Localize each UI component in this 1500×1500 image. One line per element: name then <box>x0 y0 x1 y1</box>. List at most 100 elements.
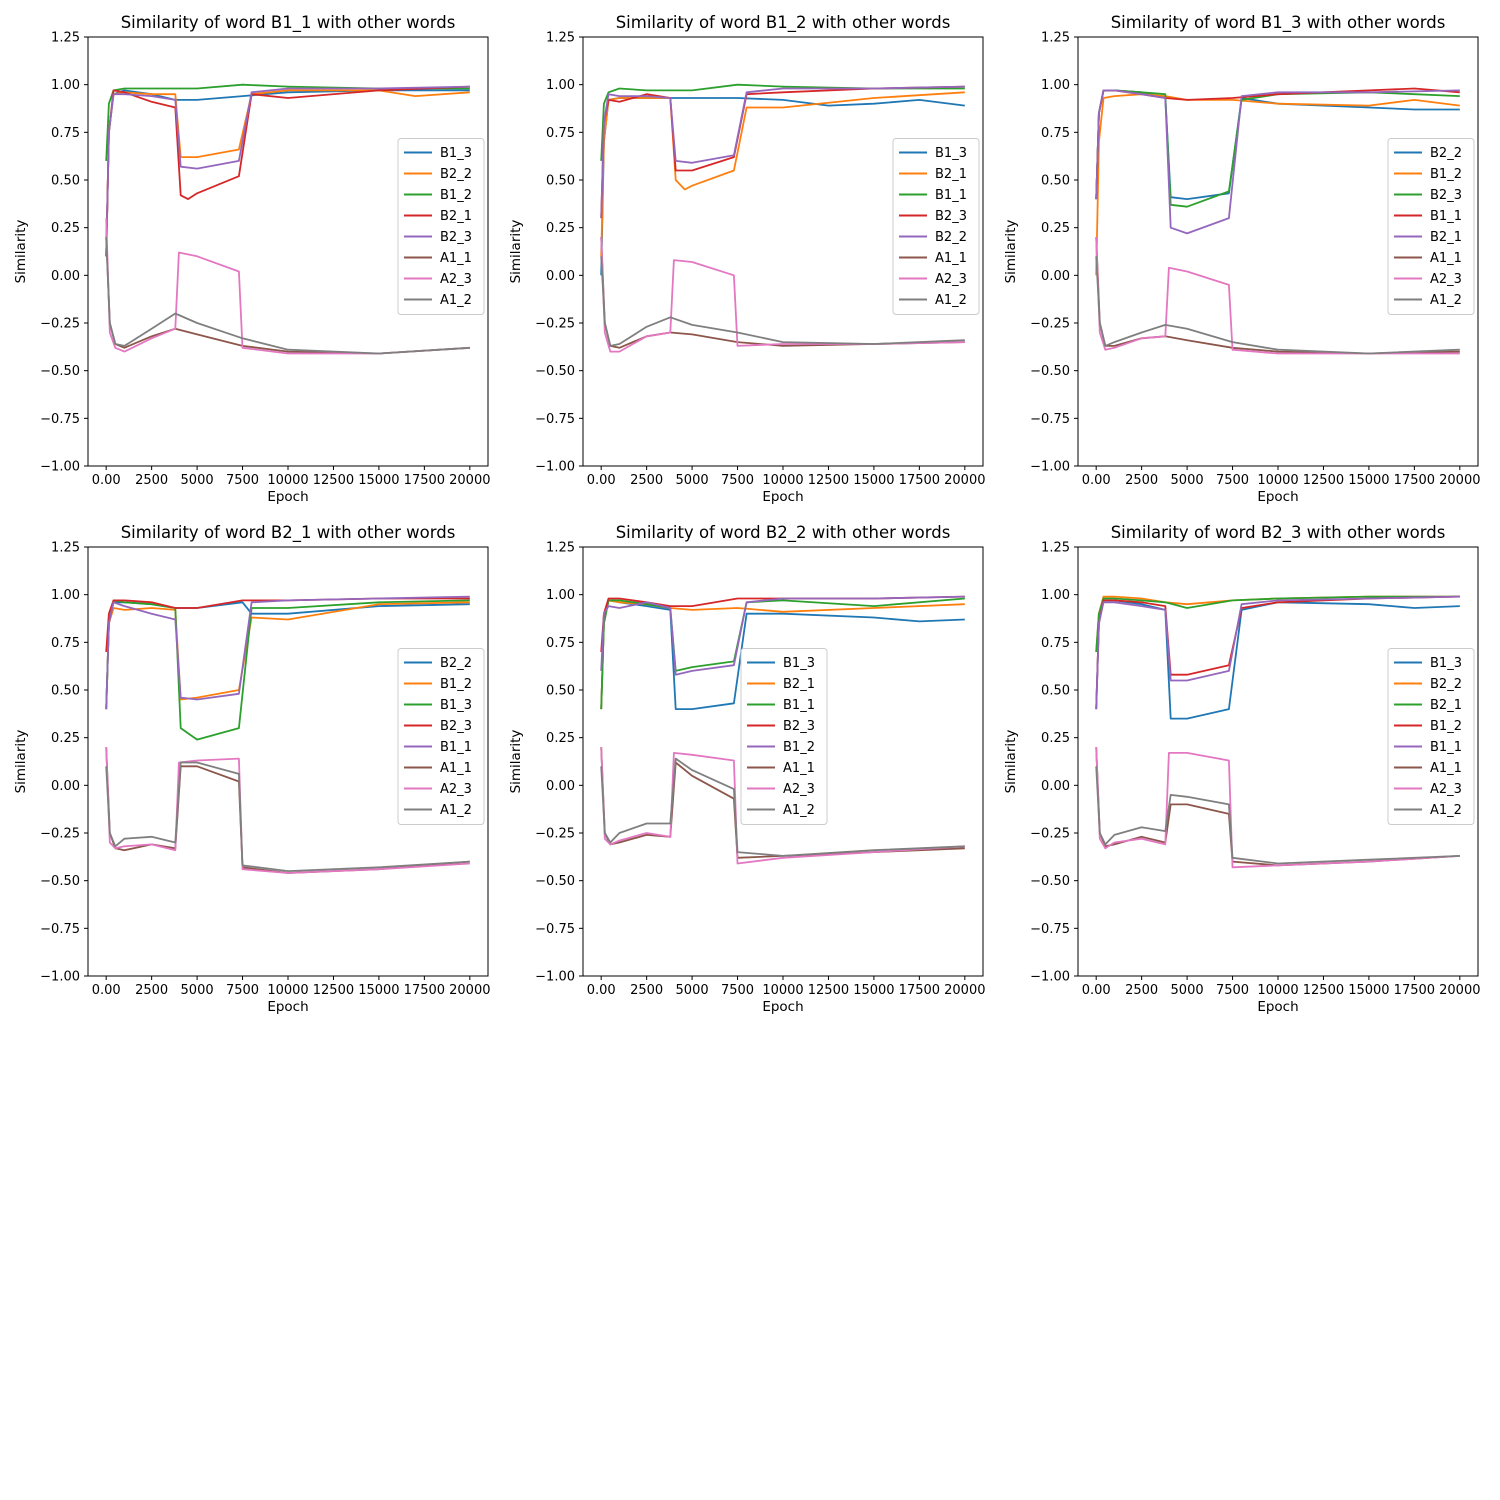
x-tick-label: 15000 <box>1348 983 1389 998</box>
x-tick-label: 0.00 <box>587 983 616 998</box>
legend-entry: B2_3 <box>440 230 472 245</box>
x-tick-label: 15000 <box>358 473 399 488</box>
x-tick-label: 2500 <box>630 473 663 488</box>
y-tick-label: −1.00 <box>535 460 575 475</box>
legend-entry: B2_1 <box>440 209 472 224</box>
y-tick-label: 0.00 <box>1041 269 1070 284</box>
series-line-B1_2 <box>105 83 470 161</box>
legend-entry: A2_3 <box>783 782 815 797</box>
y-tick-label: 1.00 <box>1041 588 1070 603</box>
y-tick-label: −0.25 <box>1030 827 1070 842</box>
series-line-A2_3 <box>1095 237 1460 355</box>
x-tick-label: 7500 <box>1216 473 1249 488</box>
x-tick-label: 17500 <box>404 473 445 488</box>
series-line-A1_2 <box>600 757 965 857</box>
chart-panel-5: Similarity of word B2_2 with other words… <box>508 523 985 1015</box>
legend-entry: B2_3 <box>440 719 472 734</box>
x-tick-label: 12500 <box>1303 983 1344 998</box>
x-axis-label: Epoch <box>1257 489 1298 505</box>
y-axis-label: Similarity <box>13 220 29 284</box>
x-tick-label: 15000 <box>358 983 399 998</box>
y-tick-label: 0.25 <box>546 221 575 236</box>
legend-entry: B1_3 <box>783 656 815 671</box>
series-line-B2_3 <box>600 85 965 219</box>
legend-entry: A2_3 <box>440 782 472 797</box>
series-line-B1_2 <box>1095 93 1460 276</box>
y-tick-label: −0.50 <box>1030 364 1070 379</box>
x-tick-label: 10000 <box>762 473 803 488</box>
y-tick-label: 0.00 <box>51 779 80 794</box>
y-axis-label: Similarity <box>1003 730 1019 794</box>
y-tick-label: 0.75 <box>546 126 575 141</box>
y-tick-label: 1.25 <box>1041 541 1070 556</box>
series-line-B1_2 <box>600 595 965 676</box>
y-tick-label: 0.25 <box>546 731 575 746</box>
chart-title: Similarity of word B1_1 with other words <box>121 13 456 33</box>
series-line-A1_2 <box>1095 256 1460 355</box>
legend-entry: B1_3 <box>935 146 967 161</box>
x-tick-label: 20000 <box>944 473 985 488</box>
legend-entry: A1_2 <box>1430 293 1462 308</box>
x-tick-label: 10000 <box>267 473 308 488</box>
legend-entry: B1_3 <box>1430 656 1462 671</box>
legend-entry: B1_1 <box>1430 209 1462 224</box>
x-tick-label: 5000 <box>181 473 214 488</box>
legend: B1_3 B2_2 B2_1 B1_2 B1_1 A1_1 A2_3 A1_2 <box>1387 648 1475 825</box>
y-tick-label: 1.00 <box>51 588 80 603</box>
y-axis-label: Similarity <box>508 220 524 284</box>
legend-entry: A1_1 <box>783 761 815 776</box>
chart-title: Similarity of word B2_2 with other words <box>616 523 951 543</box>
series-line-A1_2 <box>600 256 965 347</box>
y-tick-label: 0.00 <box>1041 779 1070 794</box>
y-axis-label: Similarity <box>1003 220 1019 284</box>
chart-title: Similarity of word B2_3 with other words <box>1111 523 1446 543</box>
y-tick-label: −0.75 <box>535 922 575 937</box>
legend-entry: B1_2 <box>440 677 472 692</box>
legend-box <box>892 138 980 315</box>
y-tick-label: 0.25 <box>1041 221 1070 236</box>
y-tick-label: 0.25 <box>51 221 80 236</box>
y-tick-label: 0.50 <box>51 174 80 189</box>
x-tick-label: 5000 <box>1171 983 1204 998</box>
x-tick-label: 10000 <box>1257 983 1298 998</box>
legend-entry: B1_1 <box>1430 740 1462 755</box>
y-tick-label: −0.75 <box>1030 922 1070 937</box>
legend-box <box>1387 648 1475 825</box>
y-tick-label: −0.25 <box>535 827 575 842</box>
x-tick-label: 7500 <box>226 983 259 998</box>
legend-entry: B2_2 <box>1430 146 1462 161</box>
y-tick-label: 0.00 <box>51 269 80 284</box>
chart-title: Similarity of word B2_1 with other words <box>121 523 456 543</box>
x-tick-label: 15000 <box>853 473 894 488</box>
x-tick-label: 0.00 <box>1082 983 1111 998</box>
y-tick-label: 0.50 <box>546 684 575 699</box>
series-line-B2_3 <box>105 85 470 257</box>
x-tick-label: 7500 <box>1216 983 1249 998</box>
y-tick-label: −1.00 <box>535 970 575 985</box>
legend-entry: A1_1 <box>1430 761 1462 776</box>
x-tick-label: 5000 <box>676 983 709 998</box>
y-tick-label: 1.25 <box>546 541 575 556</box>
x-tick-label: 2500 <box>630 983 663 998</box>
legend-entry: A1_2 <box>935 293 967 308</box>
y-tick-label: −1.00 <box>40 460 80 475</box>
x-tick-label: 0.00 <box>1082 473 1111 488</box>
x-tick-label: 10000 <box>762 983 803 998</box>
legend-entry: A1_1 <box>440 761 472 776</box>
y-tick-label: 1.25 <box>51 541 80 556</box>
x-tick-label: 2500 <box>135 983 168 998</box>
x-tick-label: 5000 <box>1171 473 1204 488</box>
y-tick-label: 0.50 <box>1041 684 1070 699</box>
y-tick-label: −0.25 <box>1030 317 1070 332</box>
x-tick-label: 10000 <box>1257 473 1298 488</box>
y-axis-label: Similarity <box>508 730 524 794</box>
x-tick-label: 17500 <box>899 473 940 488</box>
x-tick-label: 2500 <box>1125 473 1158 488</box>
legend-entry: B2_2 <box>440 167 472 182</box>
legend: B1_3 B2_1 B1_1 B2_3 B2_2 A1_1 A2_3 A1_2 <box>892 138 980 315</box>
series-line-A1_2 <box>105 237 470 355</box>
legend: B1_3 B2_2 B1_2 B2_1 B2_3 A1_1 A2_3 A1_2 <box>397 138 485 315</box>
x-tick-label: 20000 <box>944 983 985 998</box>
legend-entry: A1_2 <box>1430 803 1462 818</box>
